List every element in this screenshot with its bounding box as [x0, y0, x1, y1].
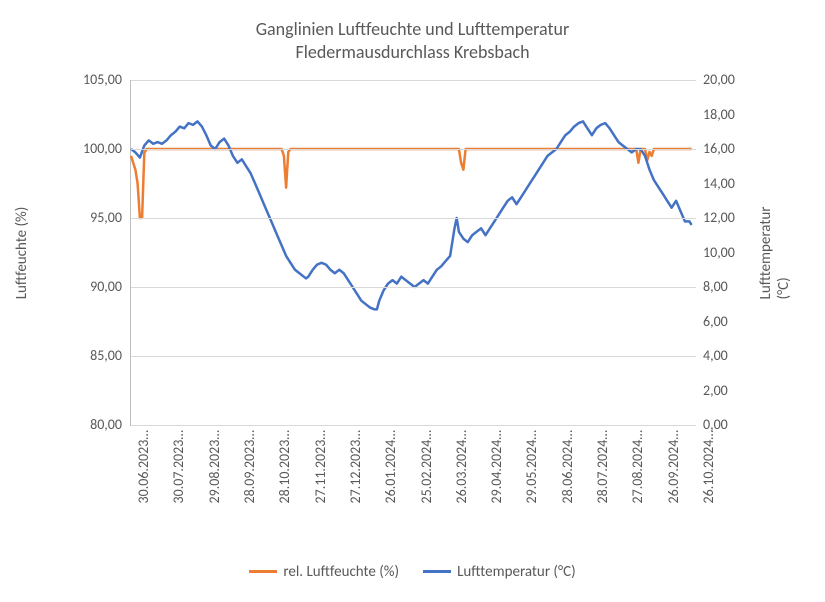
y-right-tick: 2,00: [703, 382, 763, 399]
x-tick: 29.04.2024…: [488, 430, 505, 520]
legend-swatch: [249, 570, 277, 573]
y-right-tick: 20,00: [703, 71, 763, 88]
x-tick: 26.03.2024…: [453, 430, 470, 520]
chart-container: Ganglinien Luftfeuchte und Lufttemperatu…: [0, 0, 825, 602]
x-tick: 30.07.2023…: [170, 430, 187, 520]
gridline: [131, 149, 696, 150]
chart-title-line2: Fledermausdurchlass Krebsbach: [295, 41, 529, 63]
series-line: [131, 149, 692, 218]
y-left-tick: 80,00: [62, 416, 122, 433]
y-left-tick: 100,00: [62, 140, 122, 157]
x-tick: 28.10.2023…: [276, 430, 293, 520]
x-tick: 26.01.2024…: [382, 430, 399, 520]
y-right-tick: 18,00: [703, 106, 763, 123]
legend-swatch: [423, 570, 451, 573]
y-left-tick: 105,00: [62, 71, 122, 88]
x-tick: 28.07.2024…: [594, 430, 611, 520]
x-tick: 28.09.2023…: [241, 430, 258, 520]
plot-area: [130, 80, 696, 426]
gridline: [131, 425, 696, 426]
y-right-tick: 14,00: [703, 175, 763, 192]
legend-label: rel. Luftfeuchte (%): [283, 563, 399, 581]
y-right-tick: 10,00: [703, 244, 763, 261]
chart-title: Ganglinien Luftfeuchte und Lufttemperatu…: [0, 18, 825, 63]
x-tick: 27.12.2023…: [347, 430, 364, 520]
x-tick: 30.06.2023…: [135, 430, 152, 520]
x-tick: 26.09.2024…: [665, 430, 682, 520]
gridline: [131, 356, 696, 357]
gridline: [131, 287, 696, 288]
x-tick: 27.11.2023…: [312, 430, 329, 520]
y-left-tick: 95,00: [62, 209, 122, 226]
y-right-tick: 12,00: [703, 209, 763, 226]
y-left-tick: 90,00: [62, 278, 122, 295]
x-tick: 29.05.2024…: [523, 430, 540, 520]
gridline: [131, 218, 696, 219]
x-tick: 25.02.2024…: [418, 430, 435, 520]
legend-item: Lufttemperatur (°C): [423, 563, 576, 581]
chart-title-line1: Ganglinien Luftfeuchte und Lufttemperatu…: [256, 18, 570, 40]
x-tick: 27.08.2024…: [629, 430, 646, 520]
y-right-tick: 4,00: [703, 347, 763, 364]
legend-item: rel. Luftfeuchte (%): [249, 563, 399, 581]
x-tick: 29.08.2023…: [206, 430, 223, 520]
legend-label: Lufttemperatur (°C): [457, 563, 576, 581]
legend: rel. Luftfeuchte (%) Lufttemperatur (°C): [0, 560, 825, 581]
y-right-tick: 6,00: [703, 313, 763, 330]
y-right-tick: 16,00: [703, 140, 763, 157]
y-right-tick: 8,00: [703, 278, 763, 295]
x-tick: 28.06.2024…: [559, 430, 576, 520]
plot-svg: [131, 80, 696, 425]
y-axis-left-label: Luftfeuchte (%): [13, 206, 31, 299]
gridline: [131, 80, 696, 81]
x-tick: 26.10.2024…: [700, 430, 717, 520]
y-left-tick: 85,00: [62, 347, 122, 364]
